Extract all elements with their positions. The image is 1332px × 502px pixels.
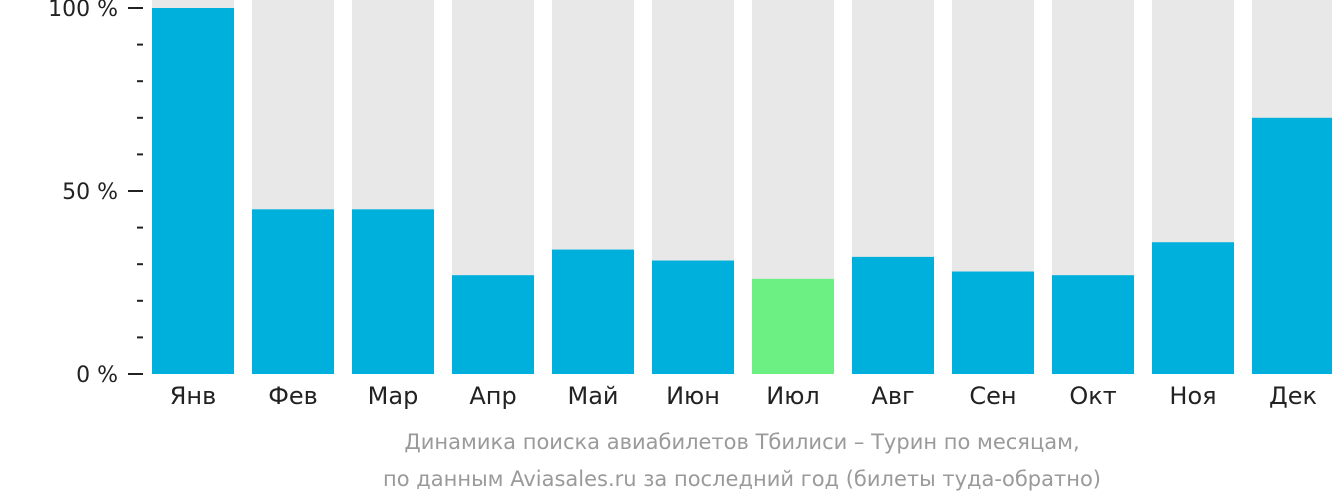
bar-5: [652, 260, 734, 374]
x-tick-label: Авг: [871, 382, 914, 410]
x-tick-label: Ноя: [1169, 382, 1216, 410]
bar-8: [952, 271, 1034, 374]
bar-7: [852, 256, 934, 374]
x-axis-labels: Янв Фев Мар Апр Май Июн Июл Авг Сен Окт Ноя Дек: [170, 382, 1317, 410]
bar-6: [752, 278, 834, 374]
y-tick-label: 100 %: [48, 0, 118, 22]
x-tick-label: Окт: [1069, 382, 1116, 410]
chart-caption-line-1: Динамика поиска авиабилетов Тбилиси – Ту…: [404, 430, 1080, 454]
x-tick-label: Июн: [666, 382, 720, 410]
data-bars: [152, 8, 1332, 375]
bar-2: [352, 209, 434, 374]
bar-0: [152, 8, 234, 374]
bar-10: [1152, 242, 1234, 374]
y-tick-label: 50 %: [62, 180, 118, 205]
bar-9: [1052, 275, 1134, 374]
x-tick-label: Янв: [170, 382, 217, 410]
x-tick-label: Апр: [469, 382, 516, 410]
bar-11: [1252, 117, 1332, 375]
x-tick-label: Фев: [268, 382, 318, 410]
x-tick-label: Сен: [969, 382, 1016, 410]
chart-caption-line-2: по данным Aviasales.ru за последний год …: [383, 467, 1101, 491]
bar-1: [252, 209, 334, 374]
y-axis: 100 % 50 % 0 %: [48, 0, 143, 388]
x-tick-label: Июл: [766, 382, 820, 410]
x-tick-label: Май: [567, 382, 618, 410]
bar-3: [452, 275, 534, 374]
bar-4: [552, 249, 634, 374]
x-tick-label: Мар: [368, 382, 419, 410]
y-tick-label: 0 %: [76, 363, 118, 388]
x-tick-label: Дек: [1269, 382, 1317, 410]
